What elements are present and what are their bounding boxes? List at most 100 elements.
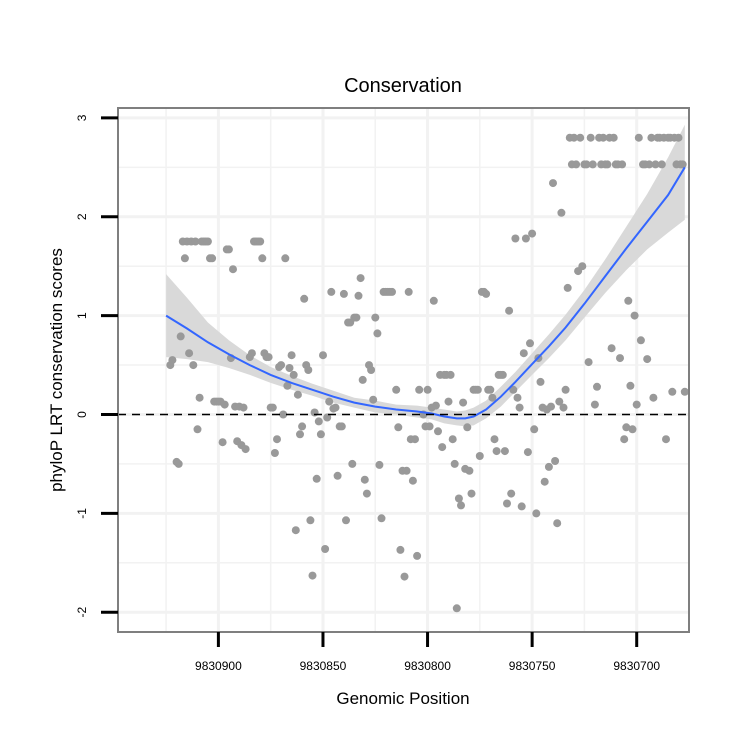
data-point <box>618 160 627 169</box>
data-point <box>482 289 491 298</box>
panel-background <box>118 108 689 632</box>
data-point <box>505 306 514 315</box>
data-point <box>549 179 557 188</box>
data-point <box>348 459 357 468</box>
data-point <box>203 237 212 246</box>
data-point <box>425 422 434 431</box>
y-axis: -2 -1 0 1 2 3 <box>75 114 118 618</box>
data-point <box>465 466 474 475</box>
data-point <box>563 283 572 292</box>
data-point <box>415 385 424 394</box>
data-point <box>526 339 534 348</box>
data-point <box>536 377 545 386</box>
x-axis: 9830900 9830850 9830800 9830750 9830700 <box>195 632 660 673</box>
x-tick-label: 9830800 <box>404 659 451 673</box>
data-point <box>561 385 570 394</box>
data-point <box>300 294 309 303</box>
data-point <box>599 133 608 142</box>
data-point <box>680 387 689 396</box>
data-point <box>620 435 629 444</box>
data-point <box>256 237 265 246</box>
data-point <box>316 430 325 439</box>
data-point <box>413 551 422 560</box>
data-point <box>388 287 396 296</box>
data-point <box>185 349 194 358</box>
data-point <box>189 361 198 370</box>
data-point <box>555 397 564 406</box>
data-point <box>392 385 401 394</box>
data-point <box>325 397 334 406</box>
data-point <box>310 408 319 417</box>
data-point <box>551 457 560 465</box>
y-tick-label: 3 <box>75 114 89 121</box>
data-point <box>241 445 250 454</box>
data-point <box>176 332 185 341</box>
data-point <box>331 403 340 412</box>
data-point <box>279 410 288 419</box>
data-point <box>337 422 346 431</box>
data-point <box>354 291 363 300</box>
data-point <box>377 514 386 523</box>
data-point <box>557 208 566 217</box>
data-point <box>208 254 217 263</box>
data-point <box>651 160 660 169</box>
data-point <box>553 519 562 528</box>
data-point <box>373 329 382 338</box>
scatter-points <box>166 133 689 613</box>
data-point <box>323 413 332 422</box>
data-point <box>191 237 200 246</box>
data-point <box>578 262 587 271</box>
data-point <box>408 476 417 485</box>
data-point <box>195 393 204 402</box>
data-point <box>298 422 307 431</box>
data-point <box>603 160 612 169</box>
data-point <box>400 572 409 581</box>
data-point <box>247 349 256 358</box>
data-point <box>576 133 585 142</box>
data-point <box>509 385 518 394</box>
confidence-ribbon <box>166 124 685 427</box>
data-point <box>287 351 296 360</box>
data-point <box>528 229 537 238</box>
data-point <box>503 499 511 508</box>
data-point <box>367 366 376 374</box>
data-point <box>593 382 601 391</box>
data-point <box>519 349 528 358</box>
data-point <box>498 370 507 379</box>
data-point <box>285 364 294 372</box>
plot-area: 9830900 9830850 9830800 9830750 9830700 -2 -1 0… <box>75 107 690 673</box>
data-point <box>475 452 484 460</box>
data-point <box>369 395 378 404</box>
data-point <box>423 385 432 394</box>
data-point <box>643 355 652 364</box>
data-point <box>434 427 442 436</box>
data-point <box>459 398 468 407</box>
data-point <box>333 471 342 480</box>
data-point <box>586 133 595 142</box>
data-point <box>289 370 298 379</box>
smooth-fit-line <box>165 166 686 420</box>
data-point <box>268 403 277 412</box>
data-point <box>362 489 371 498</box>
data-point <box>264 353 273 362</box>
data-point <box>239 403 248 412</box>
data-point <box>293 390 302 399</box>
data-point <box>358 375 367 384</box>
data-point <box>647 133 656 142</box>
x-tick-label: 9830900 <box>195 659 242 673</box>
data-point <box>396 545 405 554</box>
y-tick-label: 0 <box>75 411 89 418</box>
data-point <box>624 296 633 305</box>
y-axis-title: phyloP LRT conservation scores <box>47 248 66 492</box>
data-point <box>304 366 313 374</box>
data-point <box>402 466 411 475</box>
x-tick-label: 9830850 <box>300 659 347 673</box>
data-point <box>636 336 645 345</box>
data-point <box>517 502 526 511</box>
panel-border <box>117 107 690 633</box>
data-point <box>308 571 317 580</box>
data-point <box>371 313 380 322</box>
data-point <box>218 438 227 447</box>
data-point <box>270 449 279 457</box>
